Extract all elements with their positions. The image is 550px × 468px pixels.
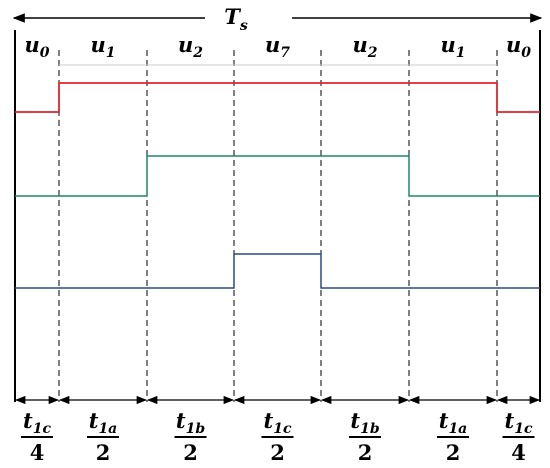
vector-label: u1 — [440, 32, 465, 61]
phase-a-waveform — [15, 82, 540, 113]
interval-denominator: 2 — [358, 440, 373, 465]
vector-label: u2 — [352, 32, 377, 61]
vector-main: u — [24, 32, 39, 57]
vector-label: u7 — [265, 32, 290, 61]
interval-denominator: 4 — [511, 440, 526, 465]
vector-sub: 1 — [456, 45, 466, 61]
interval-denominator: 2 — [446, 440, 461, 465]
vector-sub: 2 — [367, 45, 378, 61]
numerator-main: t — [264, 408, 274, 433]
numerator-sub: 1c — [33, 421, 52, 437]
numerator-main: t — [505, 408, 515, 433]
vector-label: u0 — [506, 32, 531, 61]
numerator-sub: 1c — [273, 421, 292, 437]
interval-denominator: 2 — [270, 440, 285, 465]
numerator-sub: 1b — [360, 421, 380, 437]
interval-denominator: 2 — [96, 440, 111, 465]
period-sub: s — [240, 18, 248, 34]
vector-sub: 0 — [521, 45, 531, 61]
interval-numerator: t1c — [23, 408, 51, 437]
dashed-boundaries — [58, 50, 498, 402]
interval-numerator: t1c — [505, 408, 533, 437]
numerator-main: t — [89, 408, 99, 433]
numerator-main: t — [439, 408, 449, 433]
numerator-sub: 1a — [448, 421, 467, 437]
interval-denominator: 4 — [30, 440, 45, 465]
vector-main: u — [352, 32, 367, 57]
numerator-sub: 1b — [186, 421, 206, 437]
interval-numerator: t1b — [350, 408, 379, 437]
phase-b-waveform — [15, 155, 540, 197]
numerator-sub: 1a — [98, 421, 117, 437]
numerator-sub: 1c — [514, 421, 533, 437]
interval-numerator: t1a — [439, 408, 468, 437]
interval-numerator: t1a — [89, 408, 118, 437]
vector-sub: 1 — [106, 45, 116, 61]
interval-numerator: t1c — [264, 408, 292, 437]
numerator-main: t — [176, 408, 186, 433]
numerator-main: t — [23, 408, 33, 433]
vector-main: u — [90, 32, 105, 57]
vector-label: u2 — [178, 32, 203, 61]
vector-sub: 0 — [40, 45, 50, 61]
vector-label: u1 — [90, 32, 115, 61]
vector-main: u — [265, 32, 280, 57]
vector-sub: 2 — [192, 45, 203, 61]
interval-numerator: t1b — [176, 408, 205, 437]
numerator-main: t — [350, 408, 360, 433]
period-label: Ts — [224, 4, 248, 34]
vector-main: u — [440, 32, 455, 57]
vector-main: u — [178, 32, 193, 57]
phase-c-waveform — [15, 253, 540, 289]
vector-label: u0 — [24, 32, 49, 61]
interval-denominator: 2 — [183, 440, 198, 465]
vector-sub: 7 — [280, 45, 290, 61]
vector-main: u — [506, 32, 521, 57]
period-main: T — [224, 4, 241, 29]
